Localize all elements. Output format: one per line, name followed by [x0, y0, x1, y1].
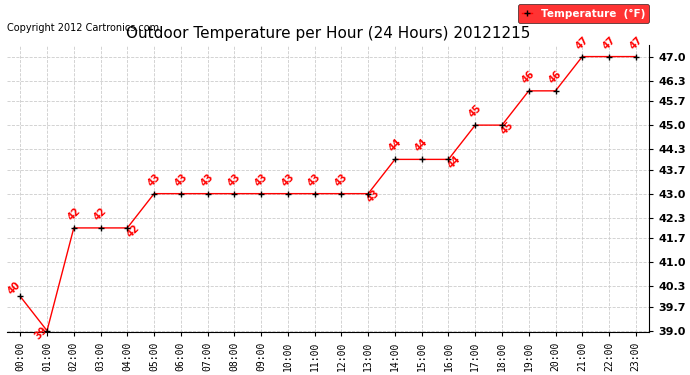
- Text: 46: 46: [547, 69, 564, 85]
- Text: 40: 40: [6, 280, 23, 297]
- Text: 43: 43: [146, 171, 162, 188]
- Text: 44: 44: [386, 137, 403, 154]
- Text: 44: 44: [446, 154, 462, 171]
- Text: 45: 45: [467, 103, 484, 120]
- Text: 44: 44: [413, 137, 430, 154]
- Text: 43: 43: [253, 171, 269, 188]
- Text: 42: 42: [125, 222, 141, 239]
- Text: 45: 45: [500, 120, 516, 136]
- Text: 43: 43: [333, 171, 350, 188]
- Text: 43: 43: [226, 171, 243, 188]
- Text: 43: 43: [199, 171, 216, 188]
- Text: 46: 46: [520, 69, 537, 85]
- Title: Outdoor Temperature per Hour (24 Hours) 20121215: Outdoor Temperature per Hour (24 Hours) …: [126, 26, 530, 40]
- Text: Copyright 2012 Cartronics.com: Copyright 2012 Cartronics.com: [7, 23, 159, 33]
- Text: 47: 47: [574, 34, 591, 51]
- Text: 43: 43: [172, 171, 189, 188]
- Text: 43: 43: [306, 171, 323, 188]
- Text: 39: 39: [33, 325, 50, 342]
- Text: 42: 42: [92, 206, 109, 222]
- Text: 47: 47: [627, 34, 644, 51]
- Text: 47: 47: [601, 34, 618, 51]
- Legend: Temperature  (°F): Temperature (°F): [518, 4, 649, 23]
- Text: 43: 43: [279, 171, 296, 188]
- Text: 42: 42: [66, 206, 82, 222]
- Text: 43: 43: [366, 188, 382, 205]
